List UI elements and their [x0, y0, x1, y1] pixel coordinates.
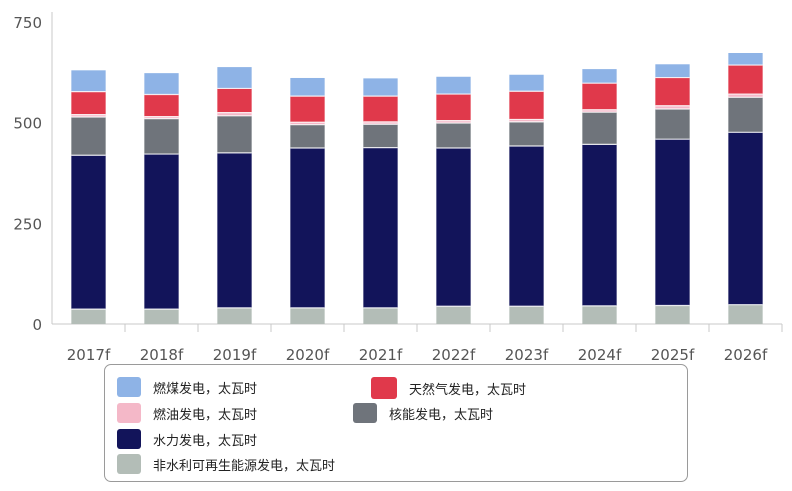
bar-segment — [363, 147, 398, 308]
bar-segment — [655, 108, 690, 140]
bar-segment — [436, 76, 471, 95]
x-tick-label: 2020f — [286, 346, 330, 364]
x-tick-label: 2022f — [432, 346, 476, 364]
bar-segment — [363, 78, 398, 97]
legend-item-gas: 天然气发电，太瓦时 — [371, 377, 526, 399]
bar-segment — [436, 120, 471, 124]
x-tick-label: 2023f — [505, 346, 549, 364]
bar-segment — [728, 304, 763, 324]
bar-segment — [71, 70, 106, 92]
y-tick-label: 0 — [32, 316, 42, 334]
legend-label-hydro: 水力发电，太瓦时 — [153, 433, 258, 449]
legend-label-coal: 燃煤发电，太瓦时 — [153, 381, 258, 397]
bar-segment — [217, 88, 252, 113]
legend-swatch-renewable — [117, 454, 141, 474]
bar-segment — [363, 121, 398, 125]
bar-segment — [655, 305, 690, 324]
bar-segment — [290, 307, 325, 324]
bar-segment — [509, 74, 544, 92]
bar-segment — [71, 114, 106, 118]
legend-label-renewable: 非水利可再生能源发电，太瓦时 — [153, 458, 336, 474]
bar-segment — [71, 91, 106, 115]
bar-segment — [217, 307, 252, 324]
bar-segment — [436, 306, 471, 324]
bar-segment — [290, 148, 325, 308]
legend-swatch-oil — [117, 403, 141, 423]
x-tick-label: 2025f — [651, 346, 695, 364]
bar-segment — [509, 121, 544, 147]
bar-segment — [582, 83, 617, 110]
bar-segment — [509, 91, 544, 120]
bar-segment — [71, 155, 106, 310]
bar-segment — [363, 307, 398, 324]
bar-segment — [217, 115, 252, 153]
bar-segment — [655, 139, 690, 306]
y-tick-label: 500 — [13, 115, 42, 133]
legend-item-nuclear: 核能发电，太瓦时 — [353, 403, 493, 423]
bar-segment — [582, 144, 617, 306]
legend-swatch-hydro — [117, 429, 141, 449]
y-tick-label: 750 — [13, 14, 42, 32]
bar-segment — [728, 97, 763, 133]
bar-segment — [582, 109, 617, 113]
y-tick-label: 250 — [13, 215, 42, 233]
bar-segment — [582, 112, 617, 145]
bar-segment — [290, 122, 325, 125]
bar-segment — [290, 77, 325, 97]
bar-segment — [728, 65, 763, 95]
legend-item-coal: 燃煤发电，太瓦时 — [117, 377, 257, 397]
bar-segment — [144, 118, 179, 155]
legend-item-oil: 燃油发电，太瓦时 — [117, 403, 257, 423]
bar-segment — [509, 119, 544, 122]
bar-segment — [144, 73, 179, 95]
legend-label-gas: 天然气发电，太瓦时 — [409, 382, 527, 398]
x-tick-label: 2026f — [724, 346, 768, 364]
x-tick-label: 2024f — [578, 346, 622, 364]
x-tick-label: 2021f — [359, 346, 403, 364]
bar-segment — [509, 306, 544, 324]
bar-segment — [655, 77, 690, 106]
bar-segment — [217, 152, 252, 308]
bar-segment — [217, 112, 252, 116]
bar-segment — [363, 96, 398, 122]
bar-segment — [655, 105, 690, 109]
legend-item-renewable: 非水利可再生能源发电，太瓦时 — [117, 454, 335, 474]
x-tick-label: 2018f — [140, 346, 184, 364]
bar-segment — [217, 67, 252, 89]
bar-segment — [144, 154, 179, 310]
bar-segment — [509, 146, 544, 307]
bar-segment — [144, 94, 179, 117]
bar-segment — [436, 123, 471, 149]
x-tick-label: 2017f — [67, 346, 111, 364]
bar-segment — [290, 124, 325, 149]
x-tick-label: 2019f — [213, 346, 257, 364]
bar-segment — [144, 116, 179, 119]
legend: 燃煤发电，太瓦时 天然气发电，太瓦时 燃油发电，太瓦时 核能发电，太瓦时 水力发… — [104, 364, 688, 482]
bar-segment — [582, 305, 617, 324]
bar-segment — [71, 309, 106, 324]
legend-label-oil: 燃油发电，太瓦时 — [153, 407, 258, 423]
bar-segment — [71, 117, 106, 156]
legend-swatch-nuclear — [353, 403, 377, 423]
legend-item-hydro: 水力发电，太瓦时 — [117, 429, 257, 449]
bar-segment — [728, 132, 763, 305]
bar-segment — [728, 53, 763, 66]
bar-segment — [436, 148, 471, 307]
bar-segment — [655, 64, 690, 78]
legend-swatch-gas — [371, 377, 397, 399]
bar-segment — [728, 94, 763, 98]
bar-segment — [436, 94, 471, 121]
bar-segment — [582, 69, 617, 84]
bar-segment — [363, 124, 398, 148]
legend-swatch-coal — [117, 377, 141, 397]
bar-segment — [144, 309, 179, 324]
legend-label-nuclear: 核能发电，太瓦时 — [389, 407, 494, 423]
bar-segment — [290, 96, 325, 123]
